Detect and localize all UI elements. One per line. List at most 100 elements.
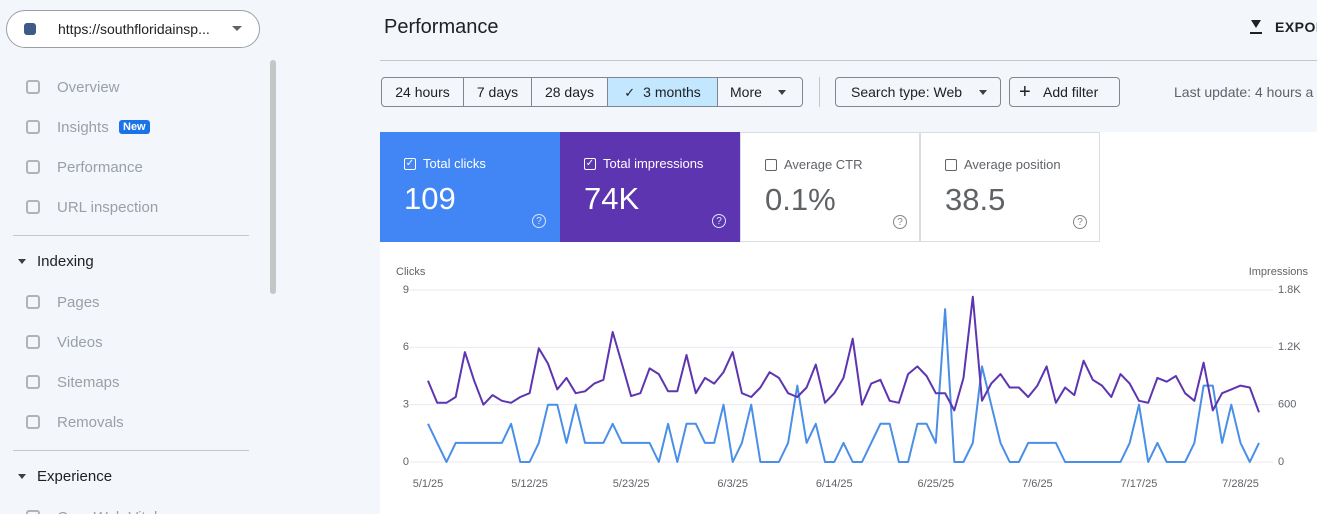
card-label: Average position: [964, 157, 1061, 172]
export-arrow: [1251, 20, 1261, 28]
dropdown-arrow: [232, 26, 242, 31]
nav-item[interactable]: URL inspection: [0, 189, 260, 225]
nav-icon: [26, 80, 40, 94]
search-type-button[interactable]: Search type: Web: [835, 77, 1001, 107]
header-divider: [380, 60, 1317, 61]
checkbox: [765, 159, 777, 171]
nav-icon: [26, 510, 40, 514]
y-tick-label: 9: [403, 284, 409, 296]
y-tick-label: 0: [403, 456, 409, 468]
section-title[interactable]: Indexing: [37, 253, 94, 270]
date-range-button[interactable]: 24 hours: [381, 77, 464, 107]
x-tick-label: 7/6/25: [1022, 478, 1053, 490]
card-label: Average CTR: [784, 157, 863, 172]
property-url: https://southfloridainsp...: [58, 21, 210, 37]
x-tick-label: 6/3/25: [717, 478, 748, 490]
x-tick-label: 6/25/25: [917, 478, 954, 490]
y-tick-label: 3: [403, 399, 409, 411]
y2-tick-label: 1.2K: [1278, 341, 1301, 353]
metric-card[interactable]: ✓ Total impressions 74K?: [560, 132, 740, 242]
x-tick-label: 5/23/25: [613, 478, 650, 490]
card-label: Total impressions: [603, 156, 704, 171]
date-range-button[interactable]: ✓ 3 months: [607, 77, 718, 107]
card-value: 109: [404, 181, 456, 216]
nav-label: Removals: [57, 414, 124, 431]
section-title[interactable]: Experience: [37, 468, 113, 485]
x-tick-label: 5/1/25: [413, 478, 444, 490]
nav-icon: [26, 120, 40, 134]
nav-item[interactable]: Pages: [0, 284, 260, 320]
date-range-button[interactable]: 7 days: [463, 77, 532, 107]
nav-item[interactable]: Core Web Vitals: [0, 499, 260, 514]
nav-item[interactable]: Removals: [0, 404, 260, 440]
y2-tick-label: 0: [1278, 456, 1284, 468]
chart: Clicks Impressions 0 3 6 9 0 600 1.2K 1.8K 5/1/25 5…: [396, 266, 1309, 490]
page-title: Performance: [384, 16, 499, 38]
y-axis-title: Clicks: [396, 266, 426, 278]
date-range-label: 24 hours: [395, 84, 450, 100]
divider: [13, 235, 249, 236]
series-line: [427, 295, 1260, 413]
date-range-label: 7 days: [476, 84, 519, 100]
metric-card[interactable]: Average position 38.5?: [920, 132, 1100, 242]
section-arrow: [18, 259, 26, 264]
card-label: Total clicks: [423, 156, 486, 171]
date-range-button[interactable]: 28 days: [531, 77, 608, 107]
metric-card[interactable]: ✓ Total clicks 109?: [380, 132, 560, 242]
divider: [13, 450, 249, 451]
nav-label: Performance: [57, 159, 143, 176]
nav-label: Overview: [57, 79, 120, 96]
metric-card[interactable]: Average CTR 0.1%?: [740, 132, 920, 242]
new-badge: New: [119, 120, 150, 134]
nav-icon: [26, 200, 40, 214]
card-value: 38.5: [945, 182, 1006, 217]
date-range-label: 3 months: [643, 84, 701, 100]
more-arrow: [778, 90, 786, 95]
nav-label: URL inspection: [57, 199, 159, 216]
add-filter-button[interactable]: Add filter +: [1009, 77, 1120, 107]
help-icon: ?: [712, 214, 726, 228]
help-icon: ?: [1073, 215, 1087, 229]
more-button[interactable]: More: [717, 77, 803, 107]
nav-label: Insights: [57, 119, 109, 136]
nav-icon: [26, 295, 40, 309]
nav-icon: [26, 160, 40, 174]
nav-icon: [26, 375, 40, 389]
nav-label: Core Web Vitals: [57, 509, 165, 514]
nav-item[interactable]: Performance: [0, 149, 260, 185]
card-value: 0.1%: [765, 182, 836, 217]
nav-item[interactable]: Insights New: [0, 109, 260, 145]
nav-icon: [26, 335, 40, 349]
property-selector[interactable]: https://southfloridainsp...: [6, 10, 260, 48]
nav-item[interactable]: Videos: [0, 324, 260, 360]
series-line: [427, 308, 1260, 463]
toolbar-separator: [819, 77, 820, 107]
y2-tick-label: 1.8K: [1278, 284, 1301, 296]
x-tick-label: 7/28/25: [1222, 478, 1259, 490]
nav-label: Pages: [57, 294, 100, 311]
checkbox: ✓: [404, 158, 416, 170]
last-update: Last update: 4 hours a: [1174, 84, 1314, 100]
y2-tick-label: 600: [1278, 399, 1296, 411]
x-tick-label: 7/17/25: [1121, 478, 1158, 490]
plus-icon: +: [1019, 81, 1031, 103]
x-tick-label: 6/14/25: [816, 478, 853, 490]
export-icon[interactable]: [1250, 20, 1262, 34]
checkbox: ✓: [584, 158, 596, 170]
y2-axis-title: Impressions: [1249, 266, 1309, 278]
nav-label: Videos: [57, 334, 103, 351]
nav-item[interactable]: Overview: [0, 69, 260, 105]
check-mark: ✓: [624, 85, 636, 100]
help-icon: ?: [532, 214, 546, 228]
section-arrow: [18, 474, 26, 479]
nav-label: Sitemaps: [57, 374, 120, 391]
property-icon: [24, 23, 36, 35]
card-value: 74K: [584, 181, 640, 216]
nav-item[interactable]: Sitemaps: [0, 364, 260, 400]
export-button[interactable]: EXPOR: [1275, 19, 1317, 35]
date-range-label: 28 days: [544, 84, 595, 100]
x-tick-label: 5/12/25: [511, 478, 548, 490]
nav-icon: [26, 415, 40, 429]
scrollbar: [270, 60, 276, 294]
